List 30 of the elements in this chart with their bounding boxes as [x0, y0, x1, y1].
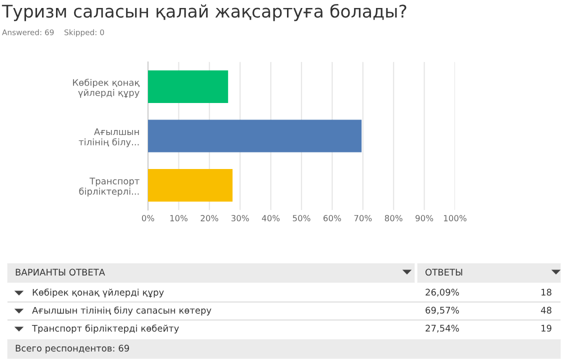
y-tick-label: Көбірек қонақ үйлерді құру	[73, 78, 140, 98]
text: Ағылшын тілінің білу сапасын көтеру	[32, 306, 212, 316]
text: Транспорт бірліктерді көбейту	[32, 324, 179, 334]
text: 48	[540, 306, 552, 314]
x-tick-label: 20%	[200, 215, 218, 222]
text: 69,57%	[426, 306, 459, 315]
text: 26,09%	[426, 288, 459, 297]
x-tick-label: 60%	[324, 215, 341, 222]
text: 19	[542, 324, 552, 332]
bar	[148, 120, 362, 152]
y-tick-label: Транспорт бірліктерлі...	[79, 178, 140, 196]
text: ОТВЕТЫ	[426, 268, 462, 276]
x-tick-label: 50%	[292, 215, 310, 222]
text: ВАРИАНТЫ ОТВЕТА	[16, 268, 106, 276]
text: Всего респондентов: 69	[16, 344, 129, 354]
x-tick-label: 100%	[444, 215, 466, 222]
bar	[148, 70, 228, 103]
text: Көбірек қонақ үйлерді құру	[32, 288, 164, 298]
x-tick-label: 10%	[170, 215, 188, 222]
x-tick-label: 30%	[231, 215, 249, 222]
x-tick-label: 90%	[416, 215, 434, 222]
x-tick-label: 80%	[384, 215, 402, 222]
x-tick-label: 70%	[354, 215, 372, 222]
x-tick-label: 0%	[142, 215, 154, 222]
text: 27,54%	[426, 324, 459, 333]
x-tick-label: 40%	[262, 215, 280, 222]
y-tick-label: Ағылшын тілінің білу...	[78, 128, 139, 148]
text: 18	[542, 288, 552, 296]
chart-title: Туризм саласын қалай жақсартуға болады?	[2, 4, 406, 22]
bar	[148, 169, 233, 202]
